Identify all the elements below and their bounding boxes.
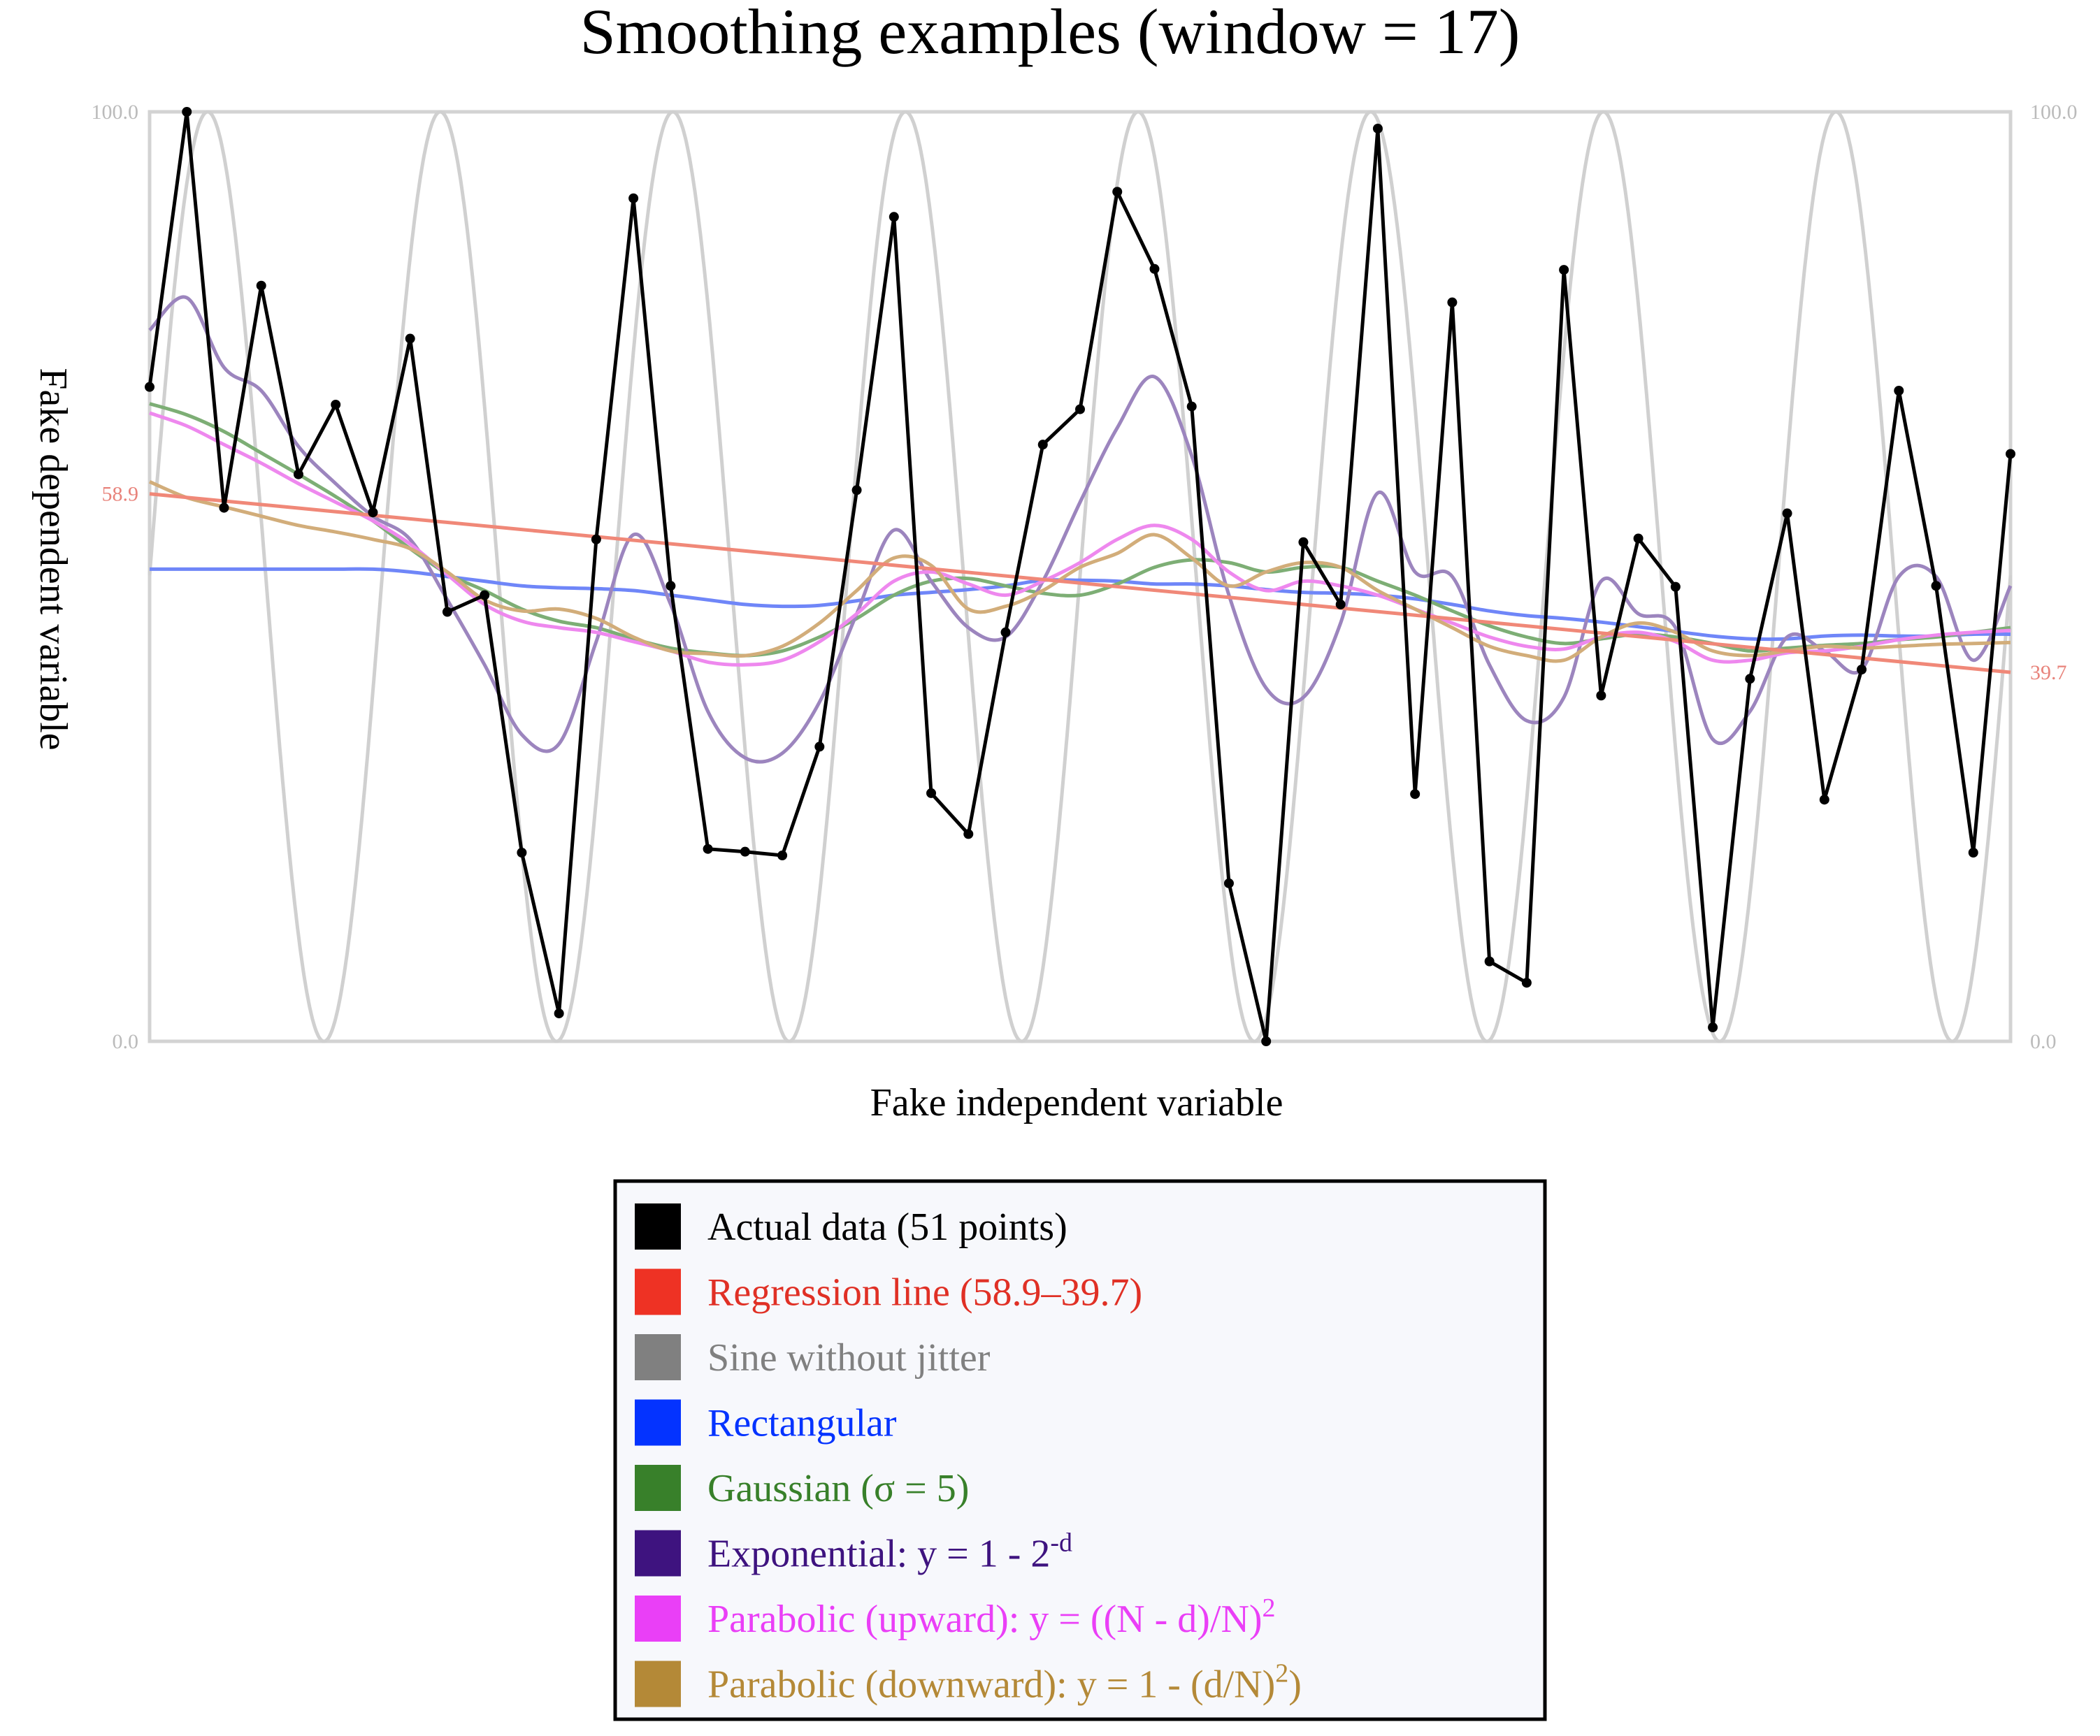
series-gaussian bbox=[149, 402, 2011, 658]
data-point bbox=[219, 502, 229, 513]
legend-swatch bbox=[635, 1530, 681, 1577]
data-point bbox=[1782, 508, 1792, 519]
series-exponential bbox=[148, 295, 2013, 764]
data-point bbox=[1112, 187, 1123, 197]
data-point bbox=[926, 788, 937, 798]
data-point bbox=[1894, 386, 1904, 396]
data-point bbox=[740, 846, 750, 857]
series-rectangular bbox=[149, 567, 2011, 642]
data-point bbox=[1037, 440, 1048, 450]
data-point bbox=[666, 581, 676, 591]
data-point bbox=[1559, 265, 1569, 275]
data-point bbox=[703, 844, 713, 854]
legend-label: Actual data (51 points) bbox=[707, 1206, 1067, 1249]
y-tick-right: 0.0 bbox=[2030, 1030, 2057, 1053]
y-tick-left: 58.9 bbox=[102, 483, 139, 506]
legend-label: Regression line (58.9–39.7) bbox=[707, 1271, 1142, 1315]
data-point bbox=[1000, 627, 1011, 637]
legend-swatch bbox=[635, 1465, 681, 1511]
legend-label: Exponential: y = 1 - 2-d bbox=[707, 1528, 1072, 1576]
series-sine-without-jitter bbox=[148, 110, 2013, 1043]
data-point bbox=[256, 280, 266, 291]
data-point bbox=[368, 507, 378, 518]
data-point bbox=[814, 742, 825, 752]
data-point bbox=[1931, 581, 1941, 591]
data-point bbox=[591, 534, 601, 544]
series-parabolic-upward bbox=[149, 411, 2011, 667]
legend: Actual data (51 points) Regression line (… bbox=[613, 1179, 1547, 1721]
legend-box bbox=[613, 1179, 1547, 1721]
y-axis-title: Fake dependent variable bbox=[31, 368, 75, 750]
data-point bbox=[1521, 978, 1532, 988]
data-point bbox=[405, 333, 415, 344]
data-point bbox=[1484, 956, 1495, 967]
chart-title: Smoothing examples (window = 17) bbox=[580, 0, 1520, 67]
legend-swatch bbox=[635, 1334, 681, 1380]
legend-swatch bbox=[635, 1203, 681, 1250]
data-point bbox=[1447, 297, 1458, 308]
data-point bbox=[1372, 123, 1383, 133]
data-point bbox=[442, 607, 452, 617]
legend-label: Parabolic (downward): y = 1 - (d/N)2) bbox=[707, 1659, 1302, 1707]
y-tick-left: 0.0 bbox=[113, 1030, 139, 1053]
data-point bbox=[1968, 848, 1978, 858]
data-point bbox=[1708, 1022, 1718, 1033]
data-point bbox=[1261, 1036, 1272, 1046]
x-axis-title: Fake independent variable bbox=[870, 1081, 1283, 1124]
data-point bbox=[851, 485, 862, 496]
legend-label: Rectangular bbox=[707, 1402, 897, 1445]
legend-swatch bbox=[635, 1268, 681, 1315]
sine-layer bbox=[148, 110, 2013, 1043]
data-point bbox=[1670, 581, 1681, 592]
legend-swatch bbox=[635, 1596, 681, 1642]
data-point bbox=[1223, 878, 1234, 888]
data-point bbox=[1410, 789, 1421, 800]
data-point bbox=[182, 107, 192, 117]
data-point bbox=[1596, 690, 1606, 701]
data-point bbox=[145, 382, 154, 392]
legend-label: Parabolic (upward): y = ((N - d)/N)2 bbox=[707, 1593, 1276, 1641]
data-point bbox=[1745, 674, 1755, 684]
data-point bbox=[889, 212, 899, 222]
data-point bbox=[331, 399, 341, 410]
legend-label: Gaussian (σ = 5) bbox=[707, 1467, 969, 1510]
tick-labels: 100.0 58.9 0.0 100.0 39.7 0.0 bbox=[92, 101, 2078, 1053]
data-point bbox=[1819, 795, 1829, 805]
data-point bbox=[2006, 449, 2015, 459]
legend-swatch bbox=[635, 1399, 681, 1446]
y-tick-right: 39.7 bbox=[2030, 661, 2067, 684]
data-point bbox=[1335, 599, 1346, 609]
data-point bbox=[963, 829, 974, 839]
data-point bbox=[777, 851, 788, 860]
series-regression-line bbox=[149, 492, 2011, 674]
legend-swatch bbox=[635, 1661, 681, 1707]
smoothed-series-layer bbox=[148, 295, 2013, 764]
data-point bbox=[517, 848, 527, 858]
data-point bbox=[480, 590, 490, 600]
data-point bbox=[1298, 537, 1309, 547]
data-point bbox=[554, 1008, 564, 1019]
data-point bbox=[628, 193, 639, 203]
regression-layer bbox=[149, 492, 2011, 674]
data-point bbox=[1149, 263, 1160, 274]
actual-data-layer bbox=[145, 107, 2015, 1046]
data-point bbox=[1075, 404, 1085, 414]
legend-label: Sine without jitter bbox=[707, 1336, 991, 1380]
data-point bbox=[1186, 401, 1197, 412]
data-point bbox=[293, 469, 303, 479]
y-tick-left: 100.0 bbox=[92, 101, 139, 124]
data-point bbox=[1633, 533, 1644, 544]
y-tick-right: 100.0 bbox=[2030, 101, 2078, 124]
data-point bbox=[1857, 665, 1867, 674]
